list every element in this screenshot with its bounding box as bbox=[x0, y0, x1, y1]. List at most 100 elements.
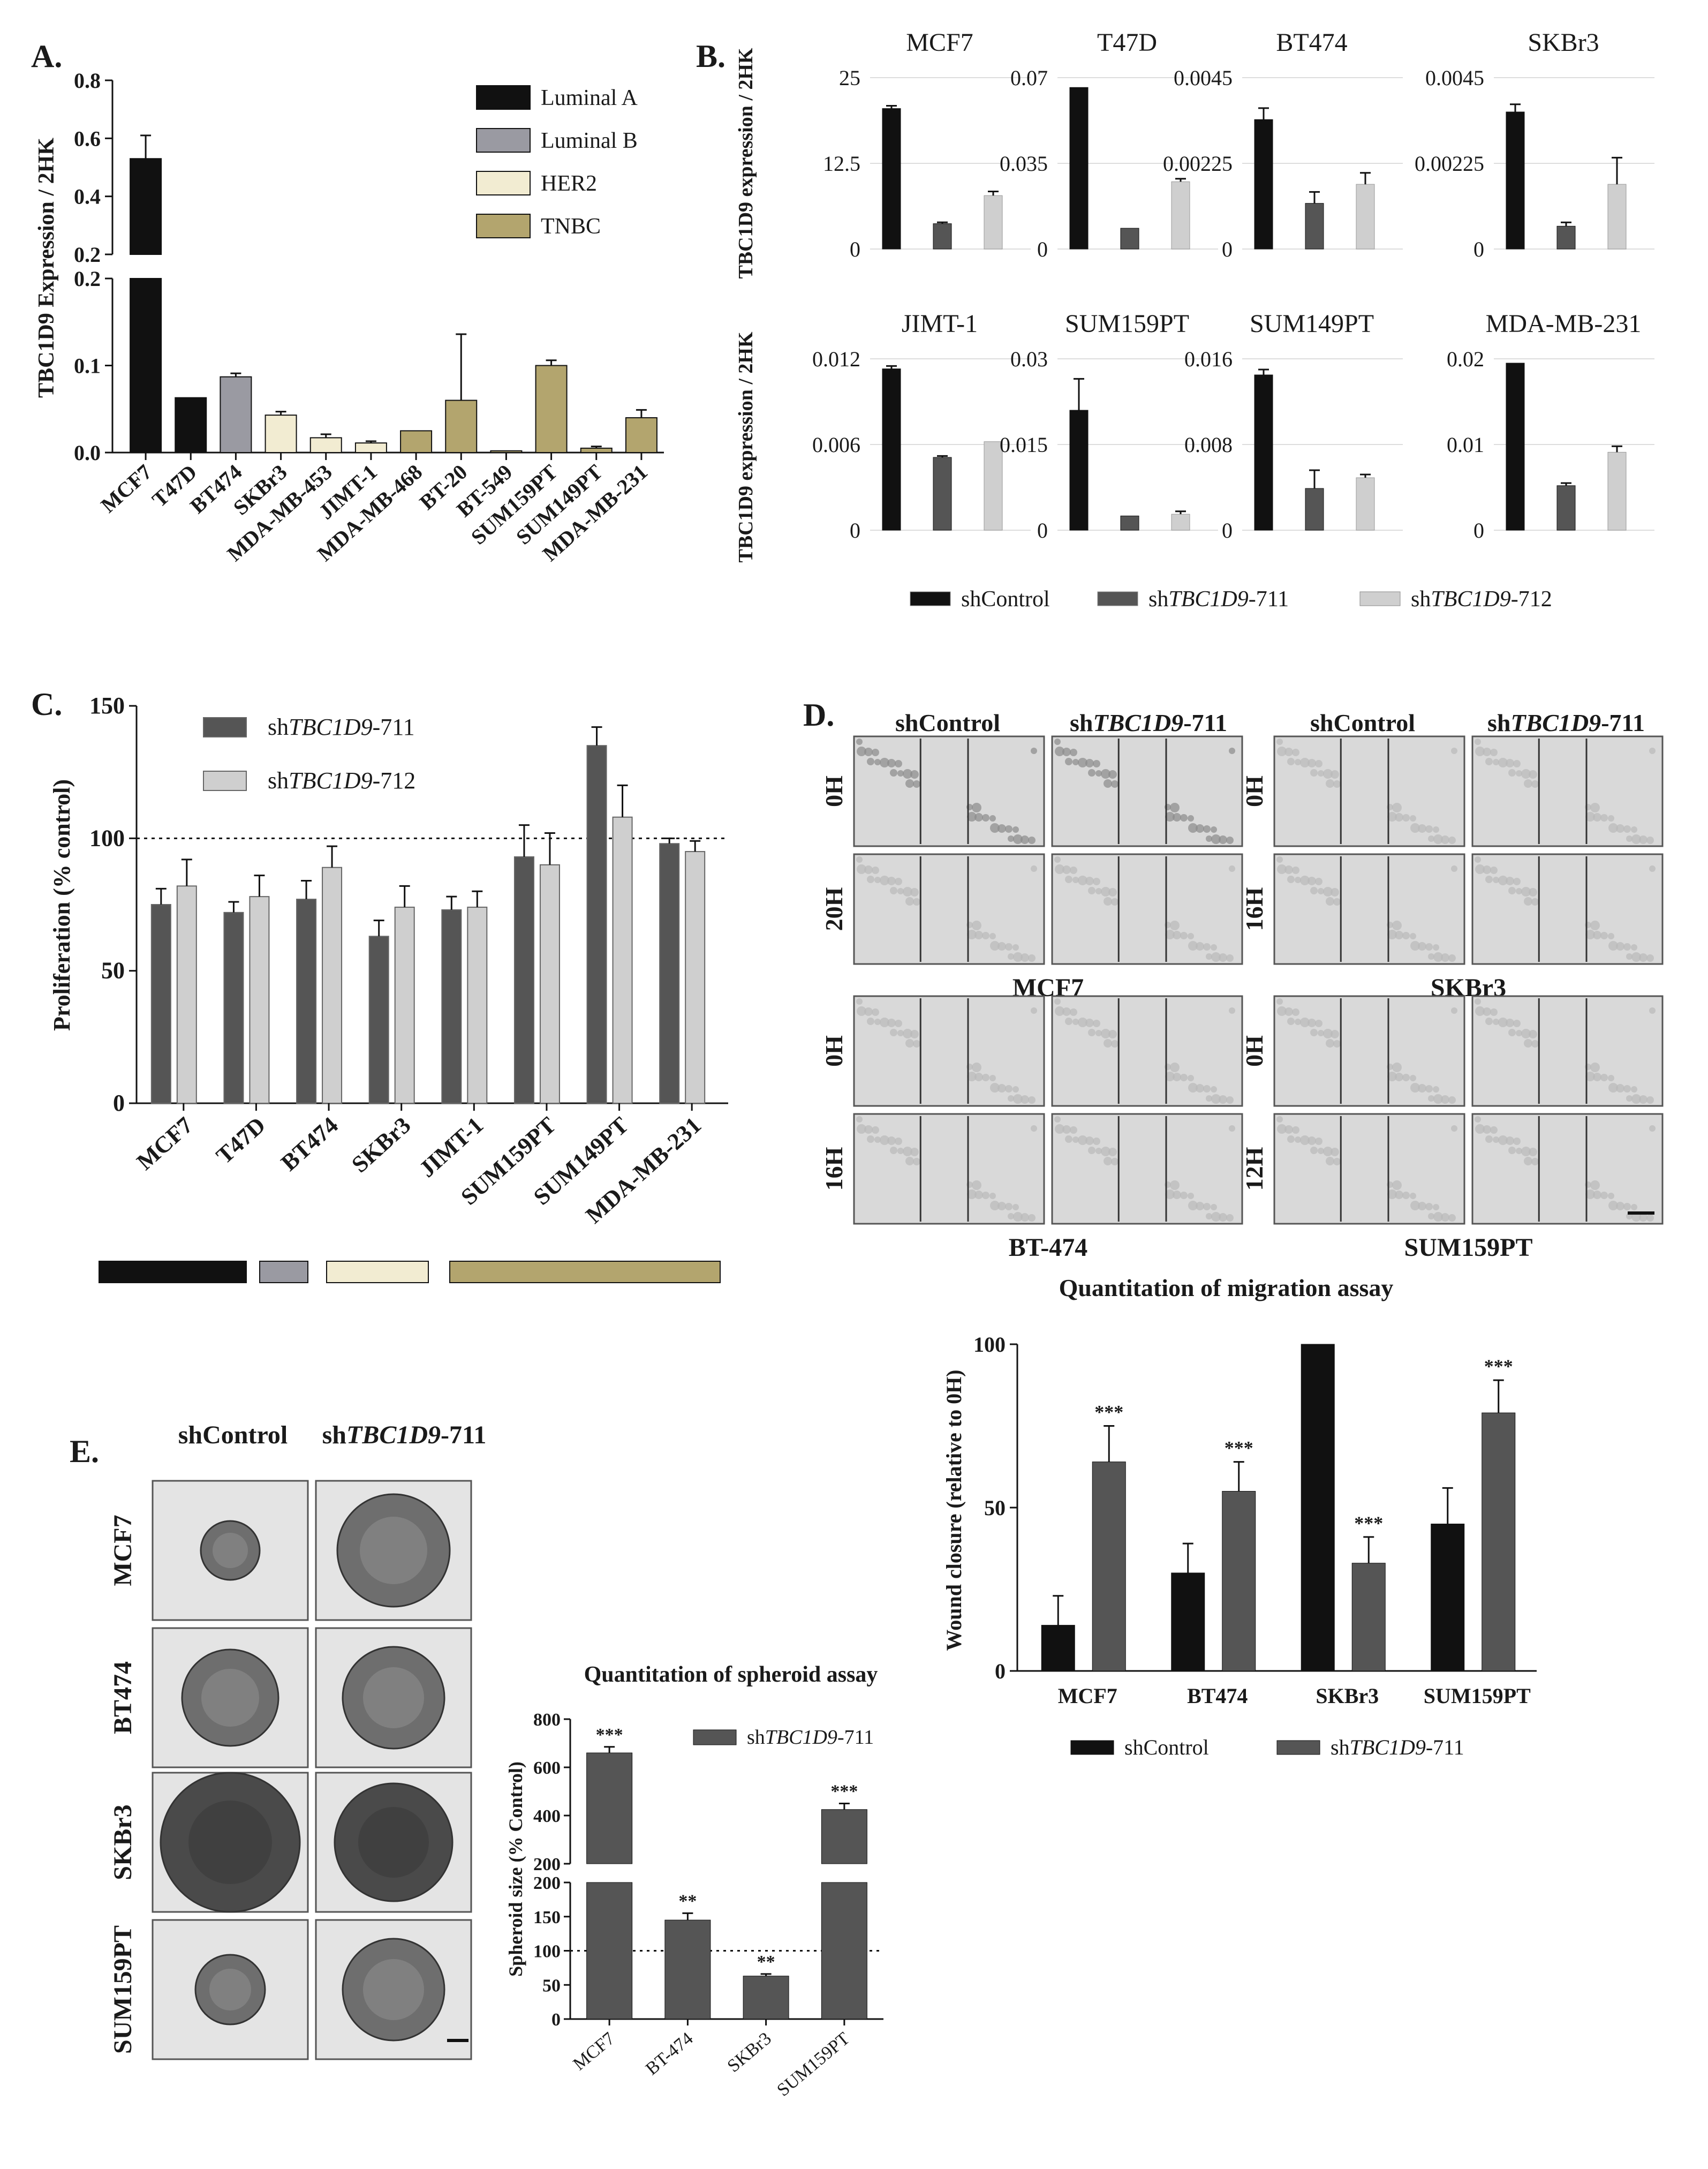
panel-d-micrograph-cell bbox=[1585, 1072, 1595, 1081]
panel-c-bar bbox=[150, 904, 171, 1104]
panel-e-tick-label: 800 bbox=[533, 1710, 561, 1730]
panel-d-micrograph-cell bbox=[1078, 758, 1087, 767]
panel-d-micrograph-cell bbox=[1418, 824, 1426, 833]
panel-d-micrograph-cell bbox=[1085, 877, 1094, 885]
panel-c-bar bbox=[612, 816, 633, 1104]
panel-d-micrograph-cell bbox=[1441, 1213, 1449, 1222]
panel-c-tick-label: 100 bbox=[89, 825, 125, 851]
panel-d-micrograph-cell bbox=[1323, 1029, 1333, 1038]
panel-b-legend-swatch bbox=[910, 591, 951, 606]
panel-d-micrograph-cell bbox=[1631, 952, 1641, 962]
panel-d-micrograph-cell bbox=[1292, 749, 1299, 756]
panel-d-micrograph-cell bbox=[1101, 1147, 1110, 1156]
panel-d-micrograph-cell bbox=[1188, 815, 1194, 822]
panel-d-micrograph-cell bbox=[1295, 1136, 1301, 1143]
panel-d-cell-line-caption: SUM159PT bbox=[1404, 1233, 1533, 1262]
panel-d-micrograph-cell bbox=[1483, 1007, 1491, 1016]
panel-b-legend-swatch bbox=[1359, 591, 1401, 606]
panel-a-legend-swatch bbox=[476, 214, 531, 238]
panel-d-micrograph-cell bbox=[1206, 1095, 1212, 1102]
panel-d-micrograph-cell bbox=[1165, 1072, 1175, 1081]
label-span: TBC1D9 bbox=[346, 1421, 441, 1449]
panel-d-micrograph-cell bbox=[1170, 921, 1180, 930]
panel-d-micrograph-cell bbox=[1498, 1135, 1508, 1145]
panel-d-micrograph-cell bbox=[982, 814, 989, 822]
panel-d-micrograph-cell bbox=[1531, 1040, 1539, 1048]
panel-e-x-tick-label: SKBr3 bbox=[724, 2029, 775, 2076]
panel-a-tick-label: 0.8 bbox=[74, 69, 101, 93]
panel-d-y-label: Wound closure (relative to 0H) bbox=[942, 1369, 966, 1651]
panel-d-micrograph-cell bbox=[1229, 865, 1235, 872]
panel-d-micrograph-cell bbox=[1428, 835, 1434, 842]
panel-d-micrograph-cell bbox=[1211, 944, 1217, 951]
panel-d-micrograph-cell bbox=[1333, 1158, 1341, 1165]
panel-d-micrograph-cell bbox=[1433, 1094, 1443, 1104]
panel-d-micrograph-cell bbox=[1065, 876, 1072, 883]
panel-e-bar-upper bbox=[821, 1809, 867, 1864]
panel-a-bar bbox=[535, 365, 568, 453]
panel-d-micrograph-cell bbox=[1088, 887, 1095, 894]
panel-d-micrograph-cell bbox=[1333, 898, 1341, 906]
panel-d-micrograph-cell bbox=[903, 1029, 912, 1038]
panel-d-micrograph-cell bbox=[1276, 998, 1283, 1005]
panel-d-micrograph-cell bbox=[880, 876, 889, 885]
panel-a-bar bbox=[400, 430, 433, 453]
panel-a-bar bbox=[220, 376, 252, 453]
panel-b-tick-label: 0 bbox=[1473, 518, 1484, 543]
panel-e-x-tick-label: MCF7 bbox=[569, 2029, 618, 2074]
panel-b-tick-label: 0.015 bbox=[1000, 433, 1048, 457]
panel-b-tick-label: 0 bbox=[850, 518, 860, 543]
panel-d-micrograph-cell bbox=[1013, 1212, 1023, 1222]
panel-a-bar bbox=[175, 397, 207, 453]
panel-d-micrograph-cell bbox=[1070, 867, 1077, 874]
panel-d-micrograph-cell bbox=[910, 770, 919, 779]
label-span: -711 bbox=[1426, 1735, 1464, 1759]
panel-d-micrograph-cell bbox=[1012, 1204, 1019, 1210]
panel-d-micrograph-cell bbox=[1331, 1030, 1339, 1038]
panel-b-bar bbox=[882, 108, 901, 250]
panel-d-micrograph-cell bbox=[1101, 887, 1110, 897]
panel-d-micrograph-cell bbox=[1410, 1201, 1420, 1210]
label-span: sh bbox=[268, 714, 289, 740]
panel-d-micrograph bbox=[853, 1113, 1045, 1225]
panel-d-micrograph-cell bbox=[1333, 780, 1341, 788]
panel-d-micrograph-cell bbox=[1093, 1020, 1100, 1027]
panel-d-micrograph-cell bbox=[913, 1158, 920, 1165]
panel-b-y-label: TBC1D9 expression / 2HK bbox=[735, 48, 757, 279]
panel-b-tick-label: 25 bbox=[839, 66, 860, 90]
panel-d-micrograph-cell bbox=[887, 1136, 896, 1145]
panel-b-bar bbox=[1506, 111, 1525, 250]
panel-d-micrograph-cell bbox=[1425, 1203, 1433, 1210]
panel-d-micrograph-cell bbox=[1410, 1083, 1420, 1093]
panel-d-micrograph-cell bbox=[1623, 943, 1631, 951]
panel-d-micrograph-cell bbox=[1101, 1029, 1110, 1038]
panel-d-micrograph-cell bbox=[1054, 856, 1061, 863]
panel-b-tick-label: 0.035 bbox=[1000, 152, 1048, 176]
panel-c-x-tick-label: T47D bbox=[211, 1112, 270, 1169]
panel-d-micrograph-cell bbox=[903, 769, 912, 779]
panel-d-significance-mark: *** bbox=[1484, 1355, 1513, 1377]
panel-c-bar bbox=[249, 896, 270, 1104]
panel-b-y-label: TBC1D9 expression / 2HK bbox=[735, 332, 757, 563]
panel-d-micrograph-cell bbox=[1072, 1136, 1079, 1143]
panel-d-time-label: 0H bbox=[820, 775, 848, 807]
panel-d-micrograph-cell bbox=[1093, 760, 1100, 767]
panel-d-micrograph-cell bbox=[1402, 1192, 1410, 1199]
panel-d-micrograph-cell bbox=[1475, 864, 1485, 874]
panel-a-bar bbox=[625, 417, 657, 453]
panel-d-micrograph-cell bbox=[1188, 1083, 1198, 1093]
panel-d-micrograph-cell bbox=[1402, 932, 1410, 939]
panel-d-micrograph-cell bbox=[1219, 1095, 1227, 1104]
panel-d-legend-label: shControl bbox=[1124, 1735, 1209, 1759]
panel-d-micrograph-cell bbox=[1506, 877, 1514, 885]
panel-d-micrograph-cell bbox=[1165, 812, 1175, 822]
panel-e-row-label: MCF7 bbox=[109, 1515, 137, 1586]
panel-d-micrograph-cell bbox=[1475, 998, 1481, 1005]
panel-a-legend-swatch bbox=[476, 171, 531, 195]
panel-e-spheroid-core bbox=[188, 1801, 272, 1884]
panel-d-micrograph-cell bbox=[1513, 760, 1521, 767]
label-span: sh bbox=[1331, 1735, 1350, 1759]
panel-d-micrograph-cell bbox=[1485, 876, 1493, 883]
panel-d-micrograph-cell bbox=[1095, 770, 1102, 777]
panel-b-tick-label: 0.00225 bbox=[1415, 152, 1484, 176]
